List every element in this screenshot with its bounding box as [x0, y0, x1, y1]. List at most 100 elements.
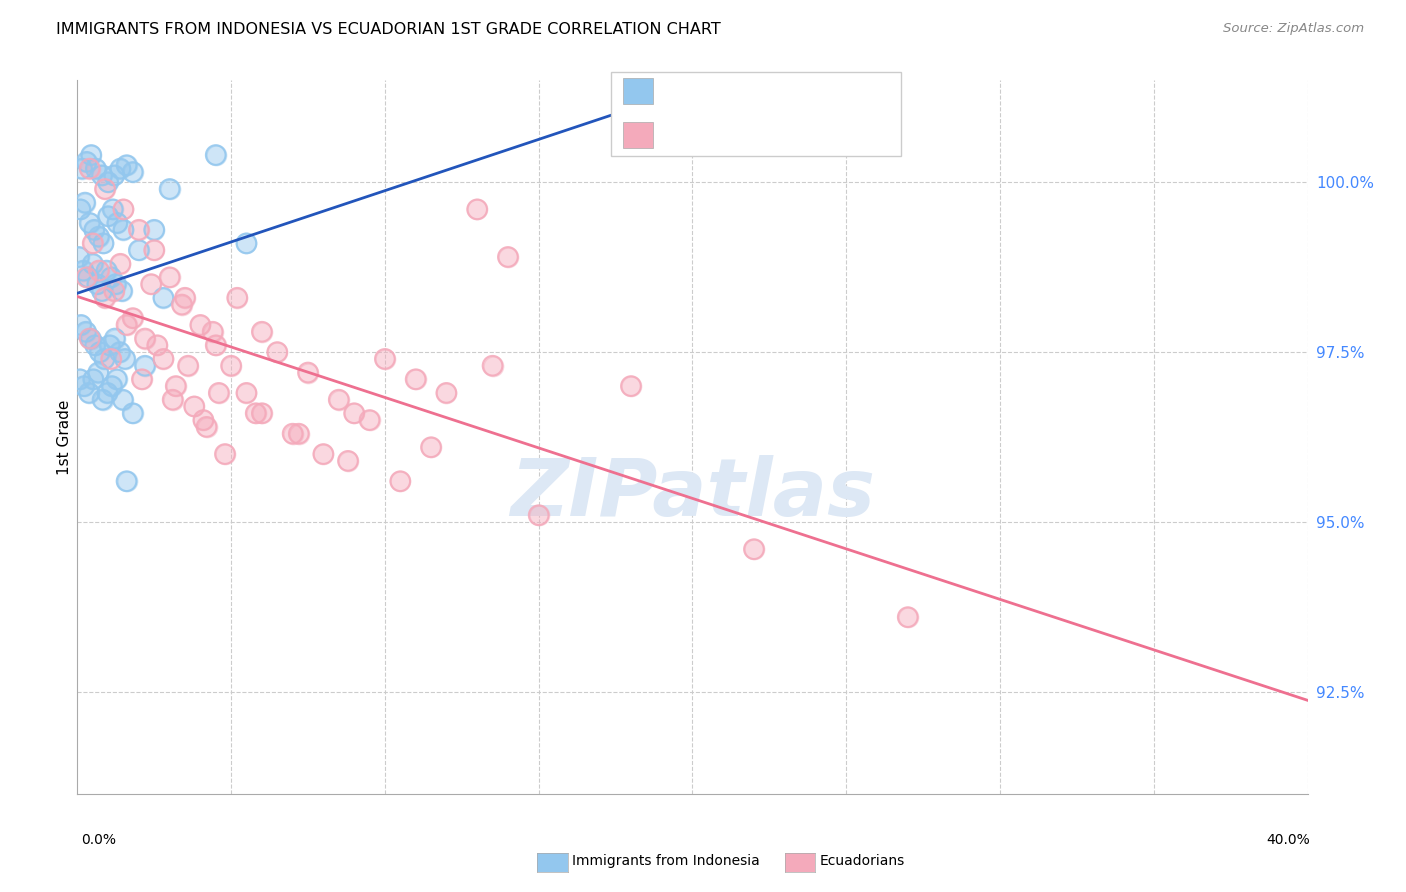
Point: [170, 297, 193, 311]
Point: [143, 243, 166, 257]
Point: [79, 332, 101, 346]
Point: [69, 372, 91, 386]
Text: 40.0%: 40.0%: [1267, 833, 1310, 847]
Point: [190, 318, 212, 332]
Point: [141, 277, 163, 292]
Point: [374, 351, 396, 366]
Point: [87, 263, 110, 277]
Point: [105, 372, 128, 386]
Point: [143, 243, 166, 257]
Point: [79, 161, 101, 176]
Point: [70, 161, 93, 176]
Point: [496, 250, 519, 264]
Point: [204, 338, 226, 352]
Point: [405, 372, 427, 386]
Point: [101, 379, 124, 393]
Point: [79, 332, 101, 346]
Text: N =: N =: [778, 84, 811, 99]
Point: [103, 284, 125, 298]
Point: [73, 195, 96, 210]
Point: [465, 202, 488, 217]
Point: [93, 236, 115, 251]
Point: [159, 182, 181, 196]
Point: [79, 216, 101, 230]
Point: [90, 169, 114, 183]
Point: [420, 440, 443, 454]
Text: 0.366: 0.366: [707, 84, 756, 99]
Point: [100, 351, 122, 366]
Point: [111, 284, 134, 298]
Point: [742, 542, 765, 557]
Point: [89, 345, 111, 359]
Point: [69, 202, 91, 217]
Point: [134, 332, 156, 346]
Point: [104, 277, 127, 292]
Point: [96, 385, 118, 400]
Point: [121, 406, 143, 420]
Point: [112, 202, 135, 217]
Point: [121, 406, 143, 420]
Point: [82, 257, 104, 271]
Point: [94, 291, 117, 305]
Point: [235, 236, 257, 251]
Point: [174, 291, 197, 305]
Point: [79, 332, 101, 346]
Text: R =: R =: [665, 84, 699, 99]
Point: [128, 243, 150, 257]
Point: [159, 182, 181, 196]
Point: [226, 291, 249, 305]
Point: [250, 406, 273, 420]
Point: [86, 277, 108, 292]
Point: [98, 338, 121, 352]
Point: [80, 148, 103, 162]
Point: [165, 379, 187, 393]
Point: [96, 263, 118, 277]
Text: Source: ZipAtlas.com: Source: ZipAtlas.com: [1223, 22, 1364, 36]
Point: [115, 158, 138, 172]
Point: [343, 406, 366, 420]
Point: [134, 332, 156, 346]
Point: [131, 372, 153, 386]
Point: [420, 440, 443, 454]
Point: [89, 345, 111, 359]
Point: [436, 385, 458, 400]
Point: [67, 250, 90, 264]
Point: [105, 216, 128, 230]
Point: [93, 236, 115, 251]
Point: [69, 372, 91, 386]
Point: [359, 413, 381, 427]
Point: [128, 243, 150, 257]
Point: [128, 223, 150, 237]
Point: [128, 223, 150, 237]
Point: [82, 372, 104, 386]
Point: [76, 154, 98, 169]
Point: [312, 447, 335, 461]
Point: [405, 372, 427, 386]
Point: [226, 291, 249, 305]
Point: [134, 359, 156, 373]
Point: [204, 148, 226, 162]
Point: [86, 277, 108, 292]
Point: [76, 270, 98, 285]
Point: [77, 270, 100, 285]
Point: [73, 195, 96, 210]
Point: [195, 420, 218, 434]
Point: [115, 158, 138, 172]
Point: [337, 454, 360, 468]
Point: [79, 332, 101, 346]
Point: [105, 372, 128, 386]
Point: [389, 475, 412, 489]
Point: [219, 359, 242, 373]
Point: [121, 311, 143, 326]
Point: [162, 392, 184, 407]
Point: [131, 372, 153, 386]
Point: [94, 182, 117, 196]
Point: [111, 392, 134, 407]
Point: [897, 610, 920, 624]
Point: [110, 257, 132, 271]
Point: [104, 332, 127, 346]
Point: [84, 161, 107, 176]
Point: [337, 454, 360, 468]
Point: [250, 406, 273, 420]
Point: [152, 291, 174, 305]
